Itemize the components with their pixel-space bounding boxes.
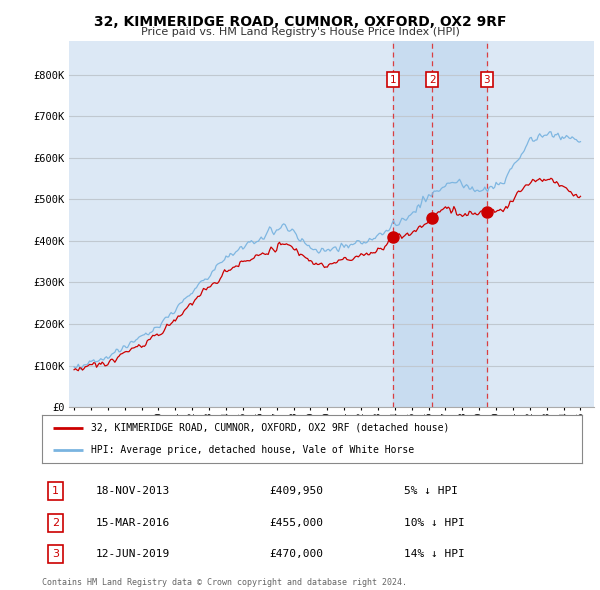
Bar <box>393 41 432 407</box>
Text: 32, KIMMERIDGE ROAD, CUMNOR, OXFORD, OX2 9RF: 32, KIMMERIDGE ROAD, CUMNOR, OXFORD, OX2… <box>94 15 506 29</box>
Text: 5% ↓ HPI: 5% ↓ HPI <box>404 486 458 496</box>
Text: 15-MAR-2016: 15-MAR-2016 <box>96 518 170 527</box>
Text: Contains HM Land Registry data © Crown copyright and database right 2024.
This d: Contains HM Land Registry data © Crown c… <box>42 578 407 590</box>
Text: 3: 3 <box>52 549 59 559</box>
Text: 3: 3 <box>484 75 490 85</box>
Text: 32, KIMMERIDGE ROAD, CUMNOR, OXFORD, OX2 9RF (detached house): 32, KIMMERIDGE ROAD, CUMNOR, OXFORD, OX2… <box>91 423 449 433</box>
Text: 18-NOV-2013: 18-NOV-2013 <box>96 486 170 496</box>
Text: HPI: Average price, detached house, Vale of White Horse: HPI: Average price, detached house, Vale… <box>91 445 414 455</box>
Text: 1: 1 <box>389 75 396 85</box>
Text: 14% ↓ HPI: 14% ↓ HPI <box>404 549 464 559</box>
Text: 2: 2 <box>52 518 59 527</box>
Text: 2: 2 <box>429 75 436 85</box>
Text: 10% ↓ HPI: 10% ↓ HPI <box>404 518 464 527</box>
Text: 1: 1 <box>52 486 59 496</box>
Text: 12-JUN-2019: 12-JUN-2019 <box>96 549 170 559</box>
Bar <box>432 41 487 407</box>
Text: £455,000: £455,000 <box>269 518 323 527</box>
Text: £470,000: £470,000 <box>269 549 323 559</box>
Text: £409,950: £409,950 <box>269 486 323 496</box>
Text: Price paid vs. HM Land Registry's House Price Index (HPI): Price paid vs. HM Land Registry's House … <box>140 27 460 37</box>
